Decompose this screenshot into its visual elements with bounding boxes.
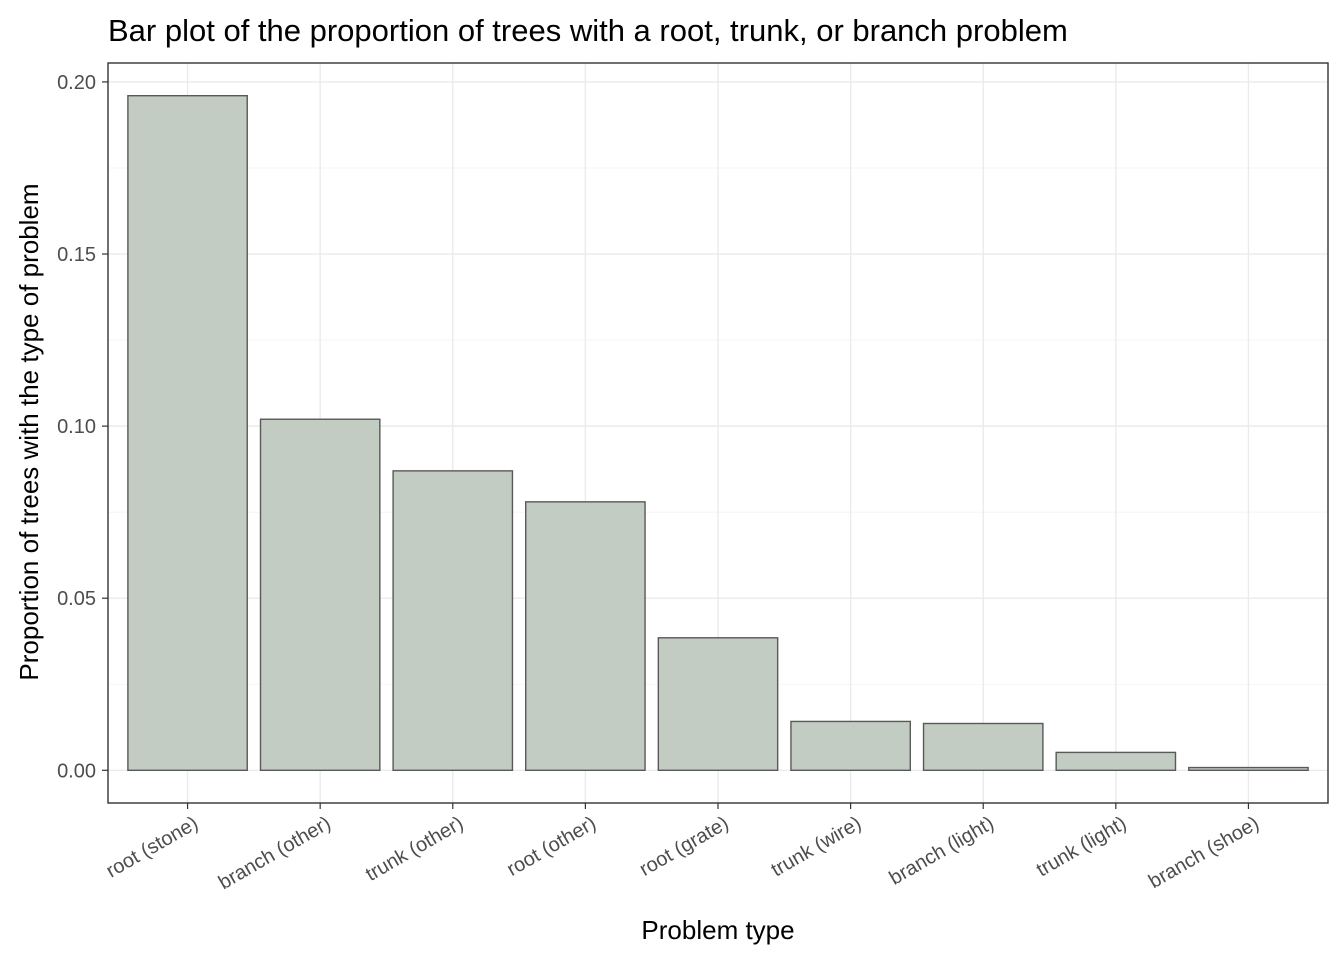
x-tick-label: trunk (other) xyxy=(362,812,467,886)
x-tick-label: root (grate) xyxy=(636,812,733,881)
y-tick-label: 0.00 xyxy=(57,760,96,782)
bar xyxy=(1055,751,1177,772)
y-tick-label: 0.20 xyxy=(57,72,96,94)
x-tick-label: root (other) xyxy=(503,812,600,881)
bar xyxy=(392,470,514,772)
y-tick-label: 0.10 xyxy=(57,416,96,438)
x-tick-label: branch (light) xyxy=(886,812,998,889)
bar xyxy=(127,94,248,772)
y-tick-label: 0.15 xyxy=(57,244,96,266)
y-tick-label: 0.05 xyxy=(57,588,96,610)
x-tick-label: root (stone) xyxy=(103,812,203,882)
bar xyxy=(259,418,381,772)
chart-title: Bar plot of the proportion of trees with… xyxy=(108,13,1068,48)
bar xyxy=(1188,766,1309,772)
bar xyxy=(525,501,646,772)
x-axis-title: Problem type xyxy=(641,915,794,945)
bar xyxy=(657,637,779,772)
x-tick-label: trunk (wire) xyxy=(767,812,865,881)
y-axis-title: Proportion of trees with the type of pro… xyxy=(14,183,44,680)
x-tick-label: branch (other) xyxy=(215,812,335,894)
x-tick-label: trunk (light) xyxy=(1033,812,1131,881)
bar xyxy=(790,720,911,772)
bar xyxy=(922,722,1044,772)
x-tick-label: branch (shoe) xyxy=(1145,812,1263,893)
